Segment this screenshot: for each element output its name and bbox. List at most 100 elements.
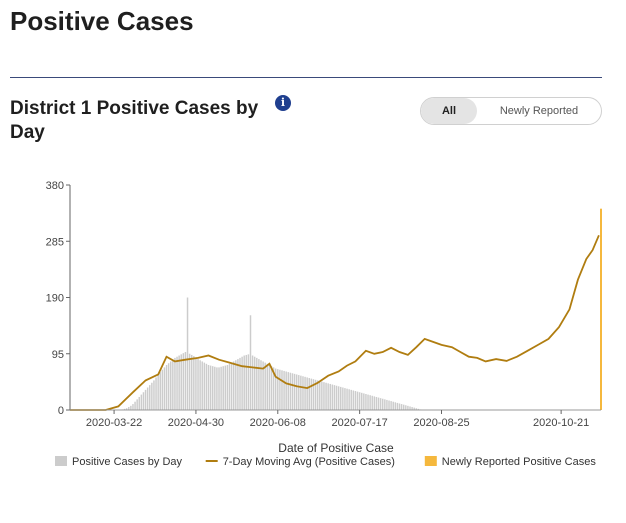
bar [216, 367, 218, 410]
bar [170, 361, 172, 410]
bar [316, 380, 319, 410]
bar [182, 353, 185, 410]
bar [209, 365, 212, 410]
bar [128, 407, 130, 410]
bar [384, 399, 386, 410]
bar [256, 357, 258, 410]
bar [268, 365, 271, 410]
bar [260, 360, 262, 410]
bar [390, 401, 392, 410]
bar [239, 357, 241, 410]
bar [264, 362, 266, 410]
bar [373, 396, 376, 410]
bar [321, 381, 323, 410]
bar [228, 363, 231, 410]
legend-swatch [424, 456, 437, 466]
x-tick-label: 2020-10-21 [533, 417, 589, 429]
bar [205, 363, 208, 410]
bar [392, 401, 394, 410]
bar [270, 366, 273, 410]
bar [157, 374, 159, 410]
toggle-all-button[interactable]: All [421, 98, 477, 124]
bar [241, 356, 243, 410]
bar [335, 385, 338, 410]
bar [243, 355, 245, 410]
bar [302, 376, 304, 410]
bar [251, 355, 254, 410]
x-axis-title: Date of Positive Case [278, 441, 394, 455]
bar [123, 408, 126, 410]
bar [310, 378, 313, 410]
bar [146, 387, 149, 410]
bar [249, 315, 252, 410]
bar [323, 382, 325, 410]
bar [149, 385, 151, 410]
bar [400, 404, 403, 410]
bar [327, 383, 329, 410]
bar [220, 366, 222, 410]
bar [136, 399, 138, 410]
info-icon[interactable]: i [275, 95, 291, 111]
x-tick-label: 2020-07-17 [331, 417, 387, 429]
bar [337, 386, 340, 410]
bar [178, 355, 180, 410]
bar [167, 363, 170, 410]
plot-area [70, 208, 602, 411]
bar [398, 403, 401, 410]
newly-reported-bar [600, 208, 602, 410]
title-divider [10, 77, 602, 78]
bar [134, 401, 136, 410]
bar [415, 408, 418, 410]
bar [174, 357, 176, 410]
bar [195, 357, 197, 410]
bar [277, 369, 279, 410]
bar [279, 369, 281, 410]
bar [304, 376, 306, 410]
bar [308, 378, 310, 410]
bar [358, 392, 361, 410]
bar [226, 365, 229, 410]
bar [211, 366, 214, 410]
toggle-newly-reported-button[interactable]: Newly Reported [499, 105, 579, 117]
bar [272, 367, 275, 410]
bar [203, 362, 206, 410]
bar [197, 359, 199, 410]
bar [262, 361, 264, 410]
bar [188, 353, 191, 410]
bar [314, 379, 317, 410]
bar [193, 356, 195, 410]
bar [140, 394, 143, 410]
bar [352, 390, 355, 410]
bar [266, 363, 269, 410]
bar [417, 408, 420, 410]
bar [386, 399, 388, 410]
bar [300, 375, 302, 410]
bar [142, 392, 145, 410]
y-tick-label: 0 [58, 405, 64, 417]
legend-label: 7-Day Moving Avg (Positive Cases) [223, 456, 395, 468]
bar [340, 386, 342, 410]
legend: Positive Cases by Day 7-Day Moving Avg (P… [55, 456, 596, 468]
bar [319, 380, 321, 410]
bar [172, 359, 174, 410]
bar [348, 389, 350, 410]
bar [224, 365, 227, 410]
bar [237, 359, 239, 410]
legend-swatch [55, 456, 67, 466]
bar [253, 356, 256, 410]
bar [331, 384, 334, 410]
bar [281, 370, 283, 410]
x-tick-label: 2020-04-30 [168, 417, 224, 429]
bar [356, 391, 359, 410]
bar [333, 385, 336, 410]
bar [199, 360, 201, 410]
bar [329, 383, 331, 410]
bar [306, 377, 308, 410]
bar [363, 393, 365, 410]
x-tick-label: 2020-03-22 [86, 417, 142, 429]
bar [161, 369, 164, 410]
bar [413, 407, 415, 410]
y-tick-label: 95 [52, 349, 64, 361]
bar [245, 354, 248, 410]
axes: 0 95 190 285 380 2020-03-22 2020-04-30 2020-06-… [46, 180, 601, 429]
